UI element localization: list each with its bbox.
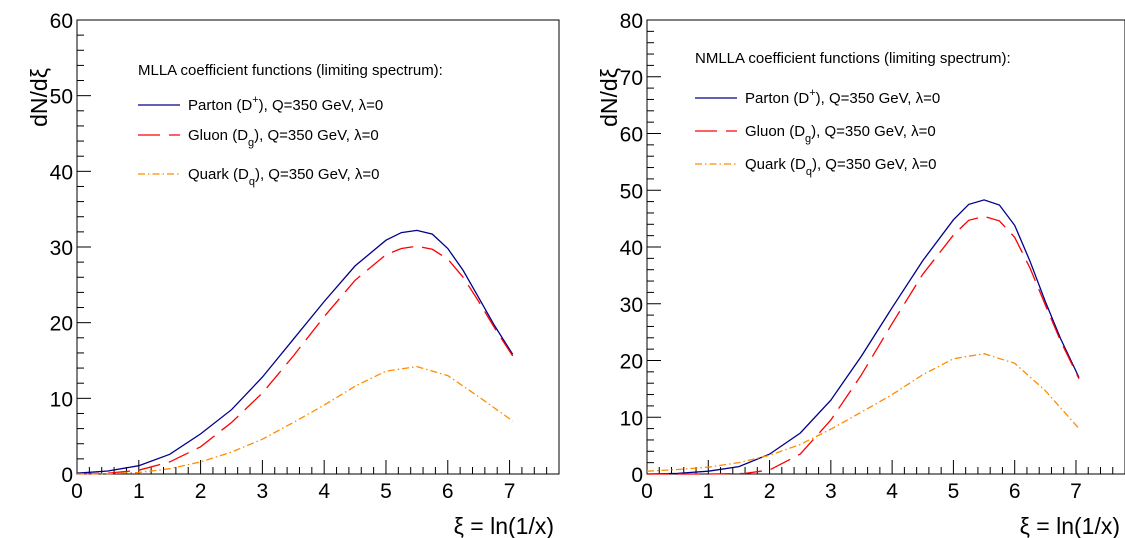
y-tick-label: 20 — [50, 313, 73, 336]
legend-label-gluon: Gluon (Dg), Q=350 GeV, λ=0 — [745, 123, 936, 145]
parton-curve — [646, 199, 1080, 475]
gluon-curve — [647, 215, 1080, 475]
y-tick-label: 10 — [50, 388, 73, 411]
x-tick-label: 1 — [702, 480, 714, 503]
x-tick-label: 6 — [442, 480, 454, 503]
x-tick-label: 3 — [257, 480, 269, 503]
legend-label-sup: + — [809, 87, 815, 99]
x-tick-label: 4 — [318, 480, 330, 503]
y-tick-label: 0 — [61, 464, 73, 487]
y-tick-label: 80 — [620, 10, 643, 33]
legend-label-main: Parton (D — [745, 90, 809, 107]
y-tick-label: 50 — [50, 86, 73, 109]
legend-label-main: Gluon (D — [188, 127, 248, 144]
y-tick-label: 70 — [620, 67, 643, 90]
legend-label-tail: ), Q=350 GeV, λ=0 — [255, 166, 380, 183]
legend-label-quark: Quark (Dq), Q=350 GeV, λ=0 — [188, 166, 380, 188]
x-tick-label: 7 — [504, 480, 516, 503]
legend-label-tail: ), Q=350 GeV, λ=0 — [259, 97, 384, 114]
y-axis-title: dN/dξ — [596, 68, 622, 127]
legend-label-tail: ), Q=350 GeV, λ=0 — [812, 156, 937, 173]
legend-label-sub: g — [248, 137, 254, 149]
legend-title: NMLLA coefficient functions (limiting sp… — [695, 50, 1011, 67]
plot-frame — [76, 19, 560, 475]
x-tick-label: 1 — [133, 480, 145, 503]
parton-curve — [76, 229, 514, 474]
legend-label-sub: q — [249, 176, 255, 188]
x-tick-label: 0 — [71, 480, 83, 503]
quark-curve — [76, 365, 514, 475]
x-tick-label: 6 — [1009, 480, 1021, 503]
y-tick-label: 40 — [50, 161, 73, 184]
x-tick-label: 7 — [1070, 480, 1082, 503]
y-tick-label: 0 — [631, 464, 643, 487]
y-axis-title: dN/dξ — [26, 68, 52, 127]
x-tick-label: 2 — [764, 480, 776, 503]
x-axis-title: ξ = ln(1/x) — [1020, 513, 1120, 538]
legend-label-main: Gluon (D — [745, 123, 805, 140]
legend-label-sub: g — [805, 133, 811, 145]
legend-label-parton: Parton (D+), Q=350 GeV, λ=0 — [745, 87, 940, 107]
legend-label-sup: + — [252, 94, 258, 106]
legend-label-main: Quark (D — [188, 166, 249, 183]
x-tick-label: 2 — [195, 480, 207, 503]
legend-label-sub: q — [806, 166, 812, 178]
mlla-panel: 0 1 2 3 4 5 6 7 0 10 20 30 40 50 60 ξ = ln(1/x) dN/dξ MLL… — [26, 10, 560, 538]
x-tick-label: 0 — [641, 480, 653, 503]
legend-label-quark: Quark (Dq), Q=350 GeV, λ=0 — [745, 156, 937, 178]
x-tick-label: 5 — [948, 480, 960, 503]
x-tick-label: 5 — [380, 480, 392, 503]
y-tick-label: 30 — [620, 294, 643, 317]
x-tick-label: 4 — [886, 480, 898, 503]
y-tick-label: 40 — [620, 237, 643, 260]
legend-label-main: Quark (D — [745, 156, 806, 173]
y-tick-label: 60 — [50, 10, 73, 33]
y-tick-label: 50 — [620, 180, 643, 203]
legend-label-tail: ), Q=350 GeV, λ=0 — [254, 127, 379, 144]
x-tick-label: 3 — [825, 480, 837, 503]
x-axis-title: ξ = ln(1/x) — [454, 513, 554, 538]
gluon-curve — [76, 245, 514, 475]
plot-frame — [646, 19, 1125, 475]
y-tick-label: 30 — [50, 237, 73, 260]
y-tick-label: 20 — [620, 351, 643, 374]
legend-label-tail: ), Q=350 GeV, λ=0 — [816, 90, 941, 107]
y-tick-label: 60 — [620, 124, 643, 147]
legend-label-gluon: Gluon (Dg), Q=350 GeV, λ=0 — [188, 127, 379, 149]
legend-label-tail: ), Q=350 GeV, λ=0 — [811, 123, 936, 140]
y-tick-label: 10 — [620, 407, 643, 430]
legend-title: MLLA coefficient functions (limiting spe… — [138, 62, 443, 79]
legend-label-main: Parton (D — [188, 97, 252, 114]
legend-label-parton: Parton (D+), Q=350 GeV, λ=0 — [188, 94, 383, 114]
